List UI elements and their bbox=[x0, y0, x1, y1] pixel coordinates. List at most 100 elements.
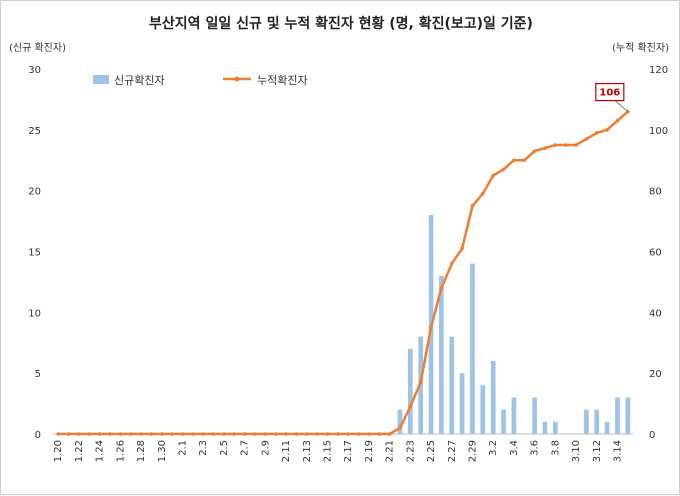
point-cumulative-cases bbox=[522, 158, 527, 163]
point-cumulative-cases bbox=[367, 432, 371, 436]
bar-new-cases bbox=[604, 421, 610, 434]
x-tick-label: 2.3 bbox=[198, 440, 209, 456]
point-cumulative-cases bbox=[470, 204, 475, 208]
point-cumulative-cases bbox=[594, 131, 599, 135]
point-cumulative-cases bbox=[615, 118, 620, 123]
legend-label-new: 신규확진자 bbox=[114, 74, 165, 87]
point-cumulative-cases bbox=[77, 432, 81, 436]
bar-new-cases bbox=[439, 275, 444, 434]
x-tick-label: 2.17 bbox=[343, 440, 354, 462]
point-cumulative-cases bbox=[439, 286, 444, 290]
point-cumulative-cases bbox=[108, 432, 112, 436]
point-cumulative-cases bbox=[273, 432, 278, 436]
point-cumulative-cases bbox=[232, 432, 237, 436]
legend-swatch-new bbox=[93, 75, 109, 84]
y-right-tick-label: 20 bbox=[649, 369, 662, 380]
point-cumulative-cases bbox=[418, 380, 423, 385]
x-tick-label: 2.1 bbox=[177, 440, 188, 456]
point-cumulative-cases bbox=[149, 432, 154, 436]
y-right-tick-label: 100 bbox=[649, 126, 668, 137]
y-left-tick-label: 30 bbox=[28, 65, 41, 76]
legend-marker-cumulative bbox=[234, 76, 240, 82]
bar-new-cases bbox=[470, 263, 475, 434]
bar-new-cases bbox=[501, 409, 506, 434]
point-cumulative-cases bbox=[180, 432, 185, 436]
bar-new-cases bbox=[594, 409, 600, 434]
point-cumulative-cases bbox=[429, 325, 433, 330]
y-right-tick-label: 40 bbox=[649, 308, 662, 319]
bar-new-cases bbox=[397, 409, 403, 434]
point-cumulative-cases bbox=[56, 432, 60, 436]
x-tick-label: 3.6 bbox=[530, 440, 541, 456]
point-cumulative-cases bbox=[170, 432, 174, 436]
point-cumulative-cases bbox=[201, 432, 205, 436]
callout-value: 106 bbox=[599, 88, 620, 99]
y-left-tick-label: 20 bbox=[28, 187, 41, 198]
point-cumulative-cases bbox=[284, 432, 288, 436]
line-cumulative-cases bbox=[58, 110, 629, 436]
bar-new-cases bbox=[449, 336, 455, 434]
x-tick-label: 1.24 bbox=[95, 440, 106, 462]
point-cumulative-cases bbox=[294, 432, 299, 436]
bar-new-cases bbox=[615, 397, 620, 434]
point-cumulative-cases bbox=[346, 432, 350, 436]
point-cumulative-cases bbox=[377, 432, 382, 436]
point-cumulative-cases bbox=[242, 432, 247, 436]
x-tick-label: 2.11 bbox=[281, 440, 292, 462]
x-tick-label: 2.9 bbox=[260, 440, 271, 456]
point-cumulative-cases bbox=[605, 128, 609, 132]
point-cumulative-cases bbox=[159, 432, 164, 436]
x-tick-label: 2.7 bbox=[240, 440, 251, 456]
bar-new-cases bbox=[552, 421, 558, 434]
x-tick-label: 3.4 bbox=[509, 440, 520, 456]
point-cumulative-cases bbox=[222, 432, 226, 436]
y-left-tick-label: 25 bbox=[28, 126, 41, 137]
x-tick-label: 1.28 bbox=[136, 440, 147, 462]
point-cumulative-cases bbox=[512, 158, 516, 163]
point-cumulative-cases bbox=[563, 143, 568, 147]
x-tick-label: 1.20 bbox=[53, 440, 64, 462]
point-cumulative-cases bbox=[481, 191, 485, 196]
bar-new-cases bbox=[490, 361, 496, 434]
x-tick-label: 1.22 bbox=[74, 440, 85, 462]
point-cumulative-cases bbox=[408, 404, 413, 409]
y-right-tick-label: 80 bbox=[649, 187, 662, 198]
x-tick-label: 2.13 bbox=[302, 440, 313, 462]
point-cumulative-cases bbox=[325, 432, 330, 436]
point-cumulative-cases bbox=[66, 432, 71, 436]
point-cumulative-cases bbox=[263, 432, 268, 436]
x-tick-label: 3.14 bbox=[612, 440, 623, 462]
point-cumulative-cases bbox=[574, 143, 578, 147]
x-tick-label: 3.12 bbox=[592, 440, 603, 462]
bar-new-cases bbox=[407, 348, 413, 434]
bar-new-cases bbox=[584, 409, 589, 434]
x-tick-label: 2.27 bbox=[447, 440, 458, 462]
x-tick-label: 2.15 bbox=[322, 440, 333, 462]
x-tick-label: 3.8 bbox=[550, 440, 561, 456]
right-axis-unit: (누적 확진자) bbox=[612, 43, 669, 54]
point-cumulative-cases bbox=[553, 143, 558, 147]
point-cumulative-cases bbox=[87, 432, 92, 436]
point-cumulative-cases bbox=[118, 432, 123, 436]
x-tick-label: 1.26 bbox=[115, 440, 126, 462]
point-cumulative-cases bbox=[211, 432, 216, 436]
point-cumulative-cases bbox=[501, 167, 506, 172]
bar-new-cases bbox=[459, 373, 465, 434]
x-tick-label: 1.30 bbox=[157, 440, 168, 462]
y-right-tick-label: 60 bbox=[649, 248, 662, 259]
point-cumulative-cases bbox=[191, 432, 195, 436]
callout-leader bbox=[613, 99, 629, 112]
y-left-tick-label: 15 bbox=[28, 248, 41, 259]
y-left-tick-label: 0 bbox=[35, 430, 41, 441]
point-cumulative-cases bbox=[356, 432, 361, 436]
bar-new-cases bbox=[511, 397, 517, 434]
x-tick-label: 3.2 bbox=[488, 440, 499, 456]
point-cumulative-cases bbox=[97, 432, 102, 436]
bar-new-cases bbox=[480, 385, 486, 434]
point-cumulative-cases bbox=[336, 432, 340, 436]
x-tick-label: 2.19 bbox=[364, 440, 375, 462]
point-cumulative-cases bbox=[128, 432, 133, 436]
point-cumulative-cases bbox=[449, 261, 454, 266]
